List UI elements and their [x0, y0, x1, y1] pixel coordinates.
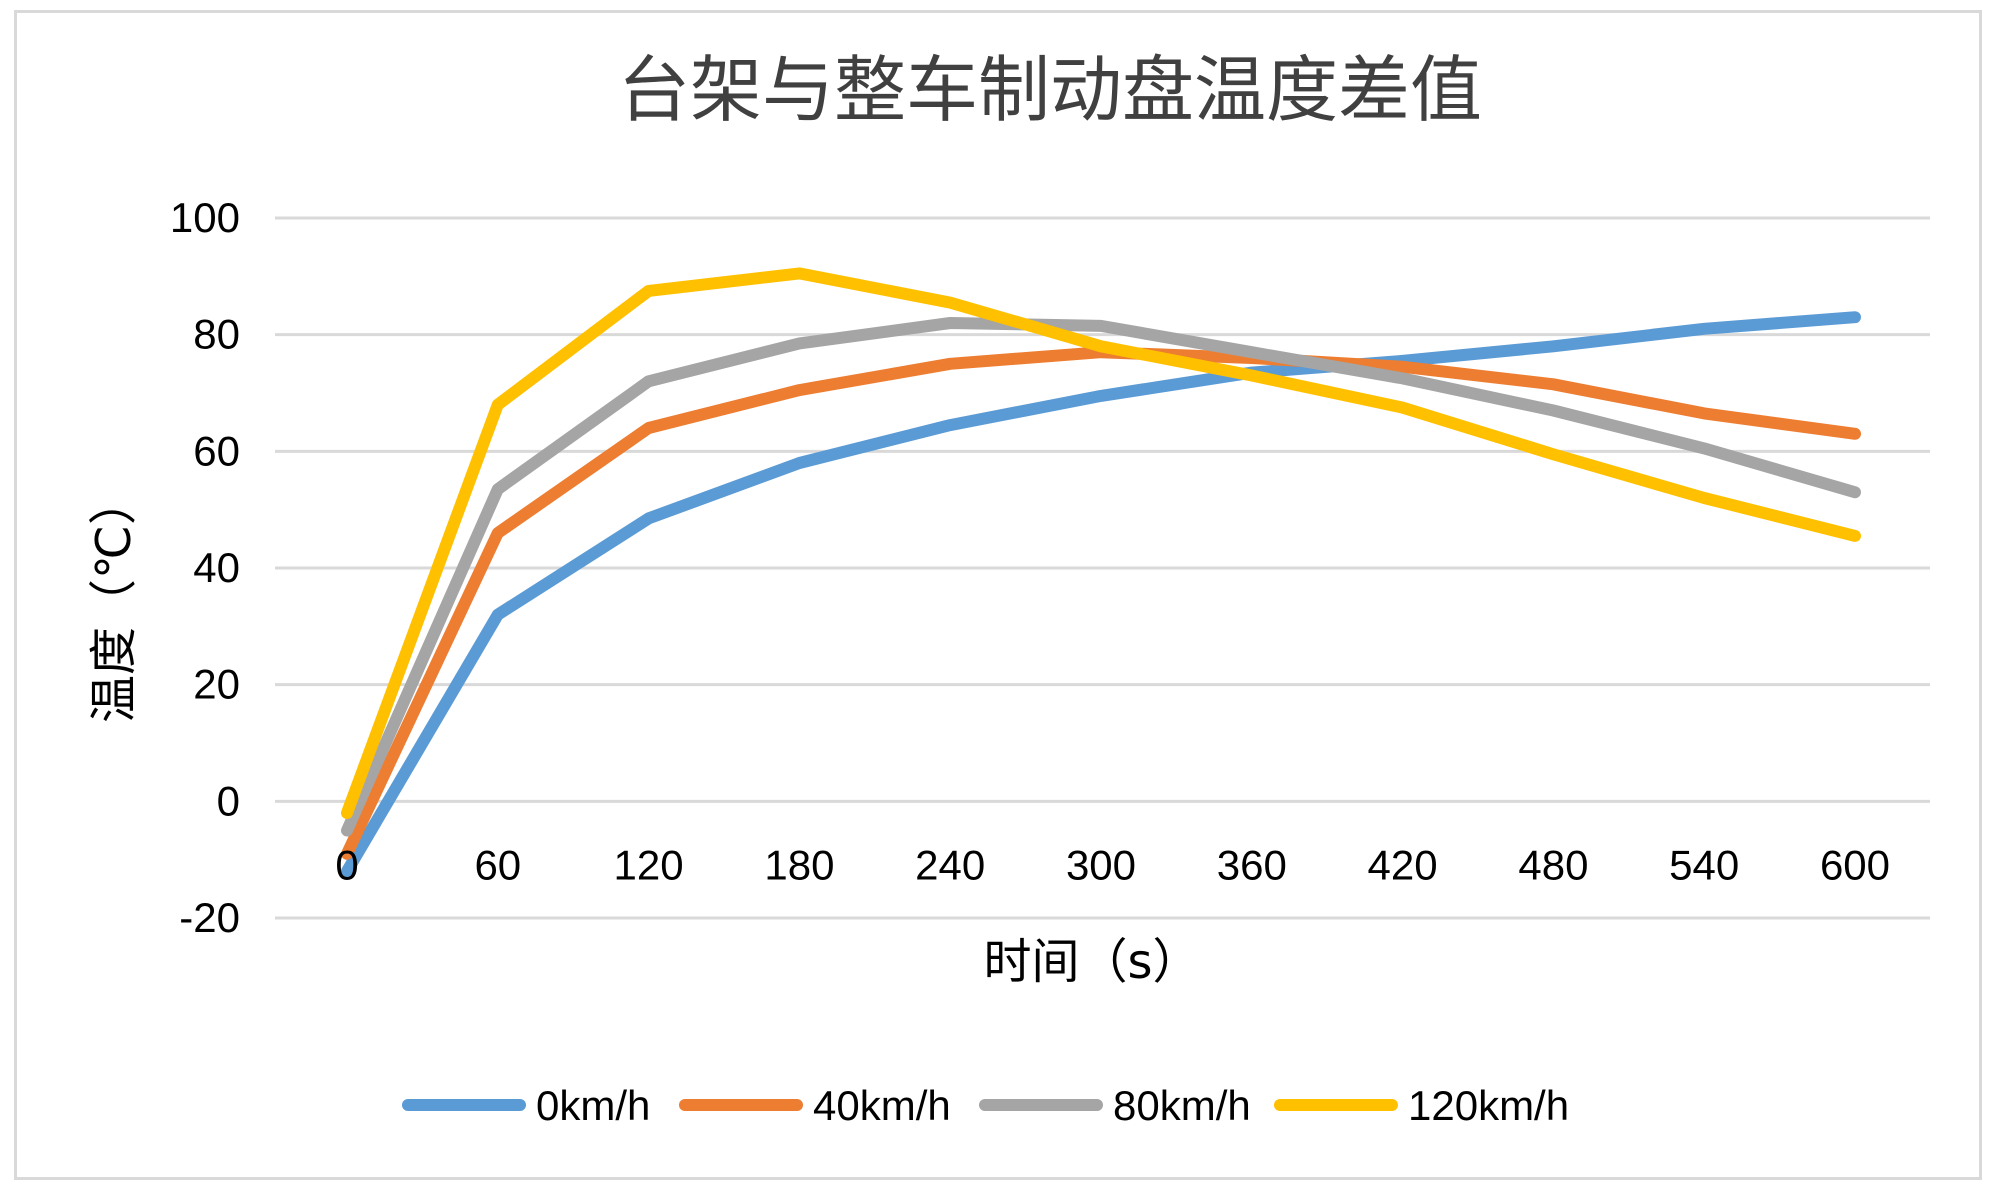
y-tick-label: 40 [193, 544, 240, 591]
x-tick-label: 180 [764, 841, 834, 888]
y-tick-label: 20 [193, 661, 240, 708]
x-axis-ticks: 0 60 120 180 240 300 360 420 480 540 600 [335, 841, 1890, 888]
x-tick-label: 60 [474, 841, 521, 888]
x-tick-label: 360 [1217, 841, 1287, 888]
legend-label: 120km/h [1408, 1082, 1569, 1129]
y-tick-label: -20 [179, 894, 240, 941]
y-tick-label: 60 [193, 427, 240, 474]
legend: 0km/h 40km/h 80km/h 120km/h [402, 1082, 1569, 1129]
x-tick-label: 300 [1066, 841, 1136, 888]
x-tick-label: 540 [1669, 841, 1739, 888]
y-axis-ticks: 100 80 60 40 20 0 -20 [170, 194, 240, 941]
x-tick-label: 120 [614, 841, 684, 888]
legend-label: 80km/h [1113, 1082, 1251, 1129]
x-tick-label: 240 [915, 841, 985, 888]
y-tick-label: 80 [193, 311, 240, 358]
legend-label: 0km/h [536, 1082, 650, 1129]
y-tick-label: 100 [170, 194, 240, 241]
x-tick-label: 420 [1368, 841, 1438, 888]
chart-frame [14, 10, 1982, 1180]
chart-title: 台架与整车制动盘温度差值 [618, 48, 1482, 132]
legend-label: 40km/h [813, 1082, 951, 1129]
y-tick-label: 0 [217, 777, 240, 824]
x-tick-label: 600 [1820, 841, 1890, 888]
y-axis-label: 温度（℃） [86, 477, 142, 723]
x-tick-label: 0 [335, 841, 358, 888]
x-tick-label: 480 [1518, 841, 1588, 888]
x-axis-label: 时间（s） [983, 934, 1200, 990]
series-lines [341, 267, 1861, 878]
